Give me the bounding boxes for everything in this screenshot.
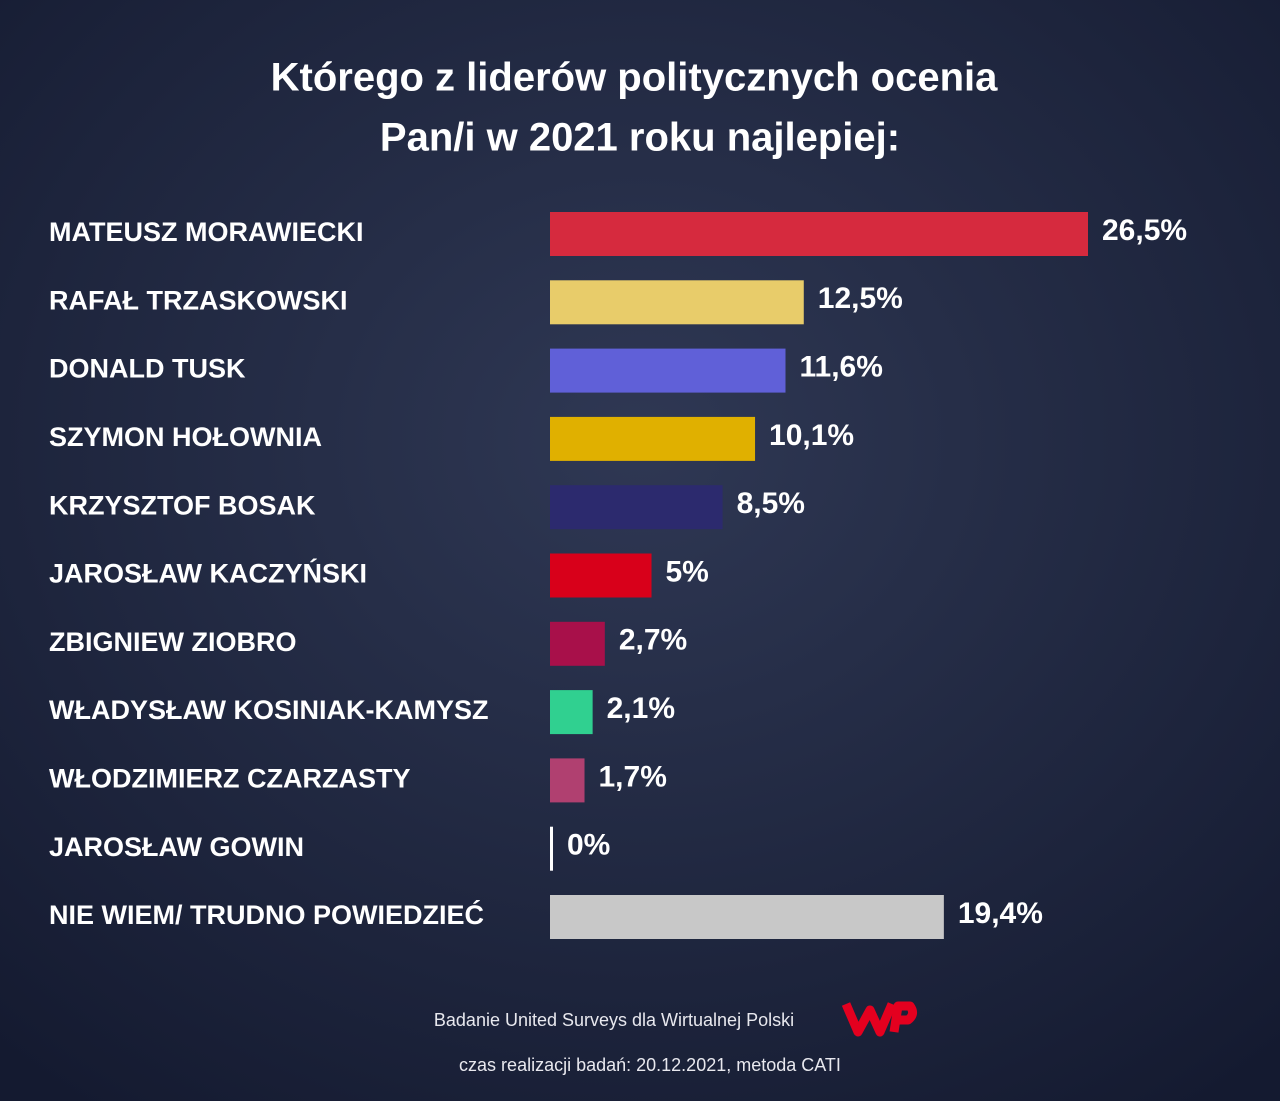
note: czas realizacji badań: 20.12.2021, metod…	[459, 1055, 841, 1075]
value-label: 2,7%	[619, 624, 687, 657]
chart-title: Którego z liderów politycznych ocenia	[271, 56, 999, 100]
bar	[550, 212, 1088, 256]
category-label: JAROSŁAW GOWIN	[49, 832, 304, 862]
value-label: 10,1%	[769, 419, 854, 452]
value-label: 12,5%	[818, 282, 903, 315]
category-label: MATEUSZ MORAWIECKI	[49, 217, 363, 247]
value-label: 8,5%	[737, 487, 805, 520]
value-label: 5%	[666, 555, 709, 588]
bar	[550, 895, 944, 939]
category-label: KRZYSZTOF BOSAK	[49, 490, 316, 520]
category-label: NIE WIEM/ TRUDNO POWIEDZIEĆ	[49, 899, 484, 930]
value-label: 1,7%	[599, 760, 667, 793]
bar	[550, 280, 804, 325]
value-label: 26,5%	[1102, 214, 1187, 247]
category-label: WŁADYSŁAW KOSINIAK-KAMYSZ	[49, 695, 488, 725]
category-label: JAROSŁAW KACZYŃSKI	[49, 558, 367, 589]
chart-title: Pan/i w 2021 roku najlepiej:	[380, 116, 900, 160]
bar	[550, 826, 553, 871]
category-label: RAFAŁ TRZASKOWSKI	[49, 285, 347, 315]
bar	[550, 485, 723, 530]
source: Badanie United Surveys dla Wirtualnej Po…	[434, 1010, 794, 1030]
value-label: 11,6%	[800, 351, 883, 384]
bar	[550, 758, 585, 803]
category-label: ZBIGNIEW ZIOBRO	[49, 627, 296, 657]
bar	[550, 690, 593, 735]
category-label: DONALD TUSK	[49, 354, 246, 384]
bar	[550, 416, 756, 461]
wp-logo	[841, 1001, 918, 1037]
value-label: 2,1%	[607, 692, 675, 725]
category-label: WŁODZIMIERZ CZARZASTY	[49, 764, 410, 794]
category-label: SZYMON HOŁOWNIA	[49, 422, 322, 452]
bar	[550, 553, 652, 598]
bar	[550, 621, 605, 666]
bar	[550, 348, 786, 393]
value-label: 0%	[567, 829, 610, 862]
value-label: 19,4%	[958, 897, 1043, 930]
